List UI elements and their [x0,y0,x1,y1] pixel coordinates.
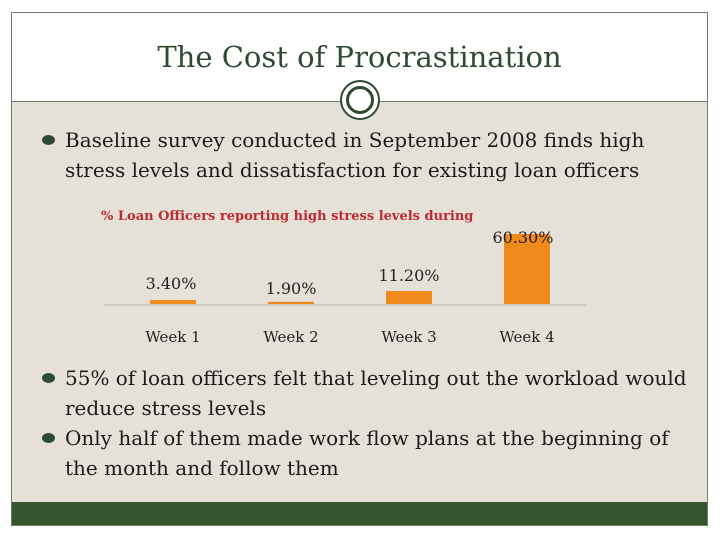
bullet-text: 55% of loan officers felt that leveling … [65,366,687,420]
bullet-dot-icon [42,373,55,383]
bar-week-4 [504,234,550,304]
footer-bar [12,502,707,525]
x-tick-label: Week 4 [499,328,554,346]
bullet-dot-icon [42,433,55,443]
bar-week-3 [386,290,432,304]
x-tick-label: Week 3 [381,328,436,346]
bullet-list-top: Baseline survey conducted in September 2… [37,125,702,185]
data-label: 1.90% [266,279,317,298]
bullet-list-bottom: 55% of loan officers felt that leveling … [37,363,702,483]
slide-frame: The Cost of Procrastination Baseline sur… [11,12,708,526]
chart-container: % Loan Officers reporting high stress le… [99,203,599,363]
data-label: 11.20% [378,266,439,285]
x-tick-label: Week 2 [263,328,318,346]
double-ring-icon [340,80,380,120]
data-label: 3.40% [146,274,197,293]
slide-title: The Cost of Procrastination [157,40,562,74]
bar-chart: % Loan Officers reporting high stress le… [101,209,587,346]
bullet-item: Baseline survey conducted in September 2… [37,125,702,185]
bullet-text: Baseline survey conducted in September 2… [65,128,645,182]
chart-title: % Loan Officers reporting high stress le… [101,209,473,224]
bar-week-2 [268,301,314,304]
bullet-dot-icon [42,135,55,145]
bar-week-1 [150,300,196,304]
bullet-item: 55% of loan officers felt that leveling … [37,363,702,423]
x-tick-label: Week 1 [145,328,200,346]
bullet-item: Only half of them made work flow plans a… [37,423,702,483]
data-label: 60.30% [492,228,553,247]
bullet-text: Only half of them made work flow plans a… [65,426,669,480]
